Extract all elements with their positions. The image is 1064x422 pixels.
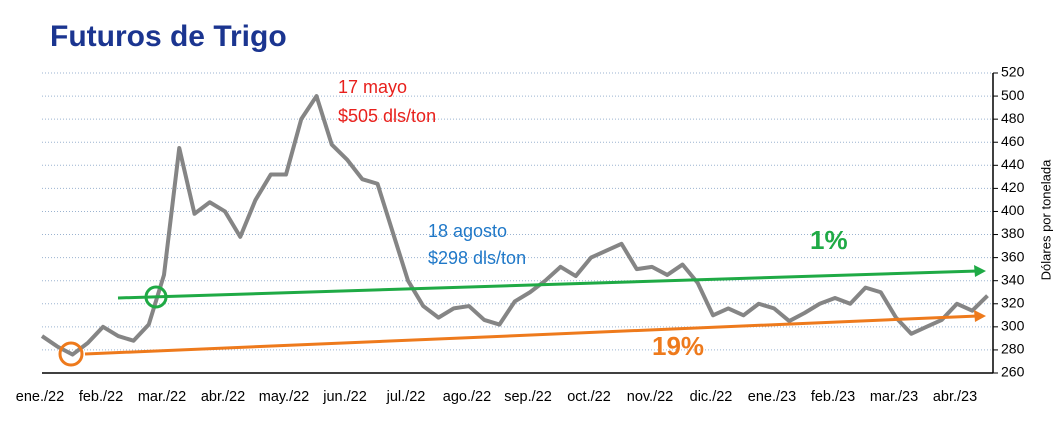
x-tick-label: feb./23 — [811, 389, 855, 405]
circle-marker — [58, 341, 84, 367]
y-tick-label: 340 — [1001, 271, 1025, 287]
y-tick-label: 280 — [1001, 341, 1025, 357]
trend-arrow — [84, 314, 979, 356]
y-tick-label: 320 — [1001, 294, 1025, 310]
annotation: $505 dls/ton — [338, 106, 436, 126]
x-tick-label: feb./22 — [79, 389, 123, 405]
y-tick-label: 400 — [1001, 202, 1025, 218]
x-tick-label: jul./22 — [386, 389, 426, 405]
y-axis-label: Dólares por tonelada — [1038, 159, 1053, 280]
x-tick-label: mar./23 — [870, 389, 918, 405]
x-tick-label: abr./22 — [201, 389, 245, 405]
price-line — [40, 94, 989, 357]
circle-marker — [144, 285, 168, 309]
annotation: $298 dls/ton — [428, 248, 526, 268]
x-tick-label: mar./22 — [138, 389, 186, 405]
x-tick-label: ene./23 — [748, 389, 796, 405]
x-tick-label: ago./22 — [443, 389, 491, 405]
y-tick-label: 500 — [1001, 87, 1025, 103]
y-tick-label: 380 — [1001, 225, 1025, 241]
x-tick-label: nov./22 — [627, 389, 674, 405]
annotation: 18 agosto — [428, 221, 507, 241]
y-tick-label: 480 — [1001, 110, 1025, 126]
y-tick-label: 360 — [1001, 248, 1025, 264]
y-tick-label: 420 — [1001, 179, 1025, 195]
y-tick-label: 440 — [1001, 156, 1025, 172]
x-tick-label: ene./22 — [16, 389, 64, 405]
annotation: 19% — [652, 331, 704, 361]
y-tick-label: 260 — [1001, 364, 1025, 380]
y-tick-label: 300 — [1001, 318, 1025, 334]
x-tick-label: jun./22 — [322, 389, 367, 405]
x-tick-label: dic./22 — [690, 389, 733, 405]
y-tick-label: 520 — [1001, 64, 1025, 80]
arrow-head — [974, 265, 986, 277]
x-tick-label: may./22 — [259, 389, 310, 405]
x-tick-label: abr./23 — [933, 389, 977, 405]
arrow-head — [974, 310, 986, 322]
trend-arrow — [117, 269, 979, 300]
x-tick-label: oct./22 — [567, 389, 611, 405]
chart-title: Futuros de Trigo — [50, 20, 287, 53]
x-tick-label: sep./22 — [504, 389, 552, 405]
annotation: 1% — [810, 225, 848, 255]
y-tick-label: 460 — [1001, 133, 1025, 149]
annotation: 17 mayo — [338, 77, 407, 97]
